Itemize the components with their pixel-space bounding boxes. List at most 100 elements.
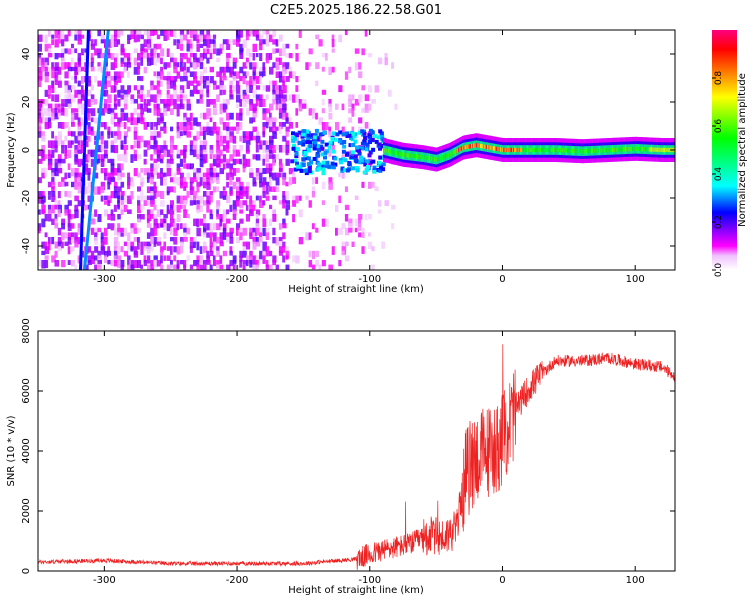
spectrogram-cell — [498, 147, 500, 152]
spectrogram-cell — [288, 177, 292, 186]
spectrogram-cell — [252, 227, 257, 237]
spectrogram-cell — [285, 191, 289, 200]
spectrogram-cell — [533, 147, 535, 153]
spectrogram-cell — [269, 250, 273, 257]
spectrogram-cell — [123, 135, 127, 145]
spectrogram-cell — [163, 103, 167, 112]
spectrogram-cell — [423, 155, 425, 160]
spectrogram-cell — [528, 147, 531, 153]
spectrogram-cell — [212, 168, 217, 173]
spectrogram-cell — [229, 177, 233, 186]
spectrogram-cell — [130, 112, 134, 121]
spectrogram-cell — [278, 145, 283, 153]
spectrogram-cell — [625, 147, 627, 152]
spectrogram-cell — [298, 30, 302, 38]
spectrogram-cell — [97, 48, 102, 55]
spectrogram-cell — [660, 147, 662, 153]
spectrogram-cell — [252, 260, 257, 265]
spectrogram-cell — [127, 241, 132, 251]
spectrogram-cell — [137, 218, 141, 223]
spectrogram-cell — [123, 154, 128, 163]
spectrogram-cell — [343, 168, 348, 172]
spectrogram-cell — [245, 135, 251, 141]
spectrogram-cell — [384, 148, 386, 153]
spectrogram-cell — [199, 195, 205, 204]
spectrogram-cell — [127, 181, 131, 190]
spectrogram-cell — [127, 177, 131, 186]
spectrogram-cell — [212, 237, 217, 244]
spectrogram-cell — [425, 155, 427, 160]
spectrogram-cell — [38, 191, 43, 198]
spectrogram-cell — [499, 147, 501, 152]
spectrogram-cell — [90, 66, 95, 72]
spectrogram-cell — [505, 147, 507, 153]
spectrogram-cell — [259, 71, 264, 78]
spectrogram-cell — [249, 76, 253, 81]
spectrogram-cell — [255, 71, 261, 80]
spectrogram-cell — [537, 147, 539, 153]
spectrogram-cell — [150, 53, 154, 59]
spectrogram-cell — [551, 147, 553, 153]
spectrogram-cell — [622, 147, 624, 152]
spectrogram-cell — [163, 30, 168, 35]
spectrogram-cell — [120, 94, 125, 100]
spectrogram-cell — [90, 117, 94, 123]
y-tick-label: -20 — [21, 190, 32, 206]
spectrogram-cell — [564, 148, 566, 153]
spectrogram-cell — [295, 108, 299, 116]
spectrogram-cell — [406, 153, 408, 158]
spectrogram-cell — [160, 112, 164, 122]
spectrogram-cell — [94, 186, 98, 195]
spectrogram-cell — [229, 191, 233, 196]
spectrogram-cell — [71, 168, 74, 177]
spectrogram-cell — [38, 99, 43, 107]
spectrogram-cell — [104, 200, 108, 205]
spectrogram-cell — [84, 168, 88, 175]
spectrogram-cell — [633, 146, 636, 151]
colorbar: 0.00.20.40.60.8 Normalized spectral ampl… — [712, 30, 748, 277]
figure-title: C2E5.2025.186.22.58.G01 — [270, 3, 442, 18]
spectrogram-cell — [272, 122, 276, 128]
spectrogram-cell — [120, 154, 125, 162]
spectrogram-cell — [203, 232, 207, 238]
spectrogram-cell — [137, 30, 142, 39]
spectrogram-cell — [348, 218, 353, 227]
spectrogram-cell — [219, 241, 224, 247]
spectrogram-cell — [54, 223, 59, 229]
spectrogram-cell — [288, 66, 293, 73]
spectrogram-cell — [170, 264, 175, 270]
spectrogram-cell — [209, 126, 213, 133]
spectrogram-cell — [153, 218, 158, 226]
spectrogram-cell — [232, 168, 237, 176]
spectrogram-cell — [38, 76, 43, 81]
spectrogram-cell — [321, 181, 326, 190]
spectrogram-cell — [94, 117, 98, 124]
spectrogram-cell — [219, 135, 223, 142]
spectrogram-cell — [44, 255, 49, 260]
spectrogram-cell — [236, 122, 240, 131]
spectrogram-cell — [61, 145, 65, 154]
spectrogram-cell — [156, 209, 162, 218]
spectrogram-cell — [242, 227, 247, 236]
spectrogram-cell — [245, 34, 249, 41]
spectrogram-cell — [153, 223, 158, 229]
spectrogram-cell — [239, 209, 244, 214]
spectrogram-cell — [123, 250, 129, 257]
spectrogram-cell — [344, 241, 349, 247]
spectrogram-cell — [275, 177, 280, 186]
spectrogram-cell — [77, 126, 81, 131]
spectrogram-cell — [219, 103, 224, 111]
spectrogram-cell — [196, 255, 200, 262]
spectrogram-cell — [252, 200, 256, 207]
spectrogram-cell — [226, 145, 230, 153]
spectrogram-cell — [265, 186, 269, 195]
spectrogram-cell — [113, 168, 119, 176]
spectrogram-cell — [259, 177, 263, 184]
spectrogram-cell — [110, 39, 116, 48]
spectrogram-cell — [51, 191, 56, 197]
spectrogram-cell — [54, 66, 59, 72]
spectrogram-cell — [338, 195, 342, 204]
spectrogram-cell — [137, 53, 141, 61]
spectrogram-cell — [199, 89, 204, 98]
spectrogram-cell — [371, 181, 375, 188]
